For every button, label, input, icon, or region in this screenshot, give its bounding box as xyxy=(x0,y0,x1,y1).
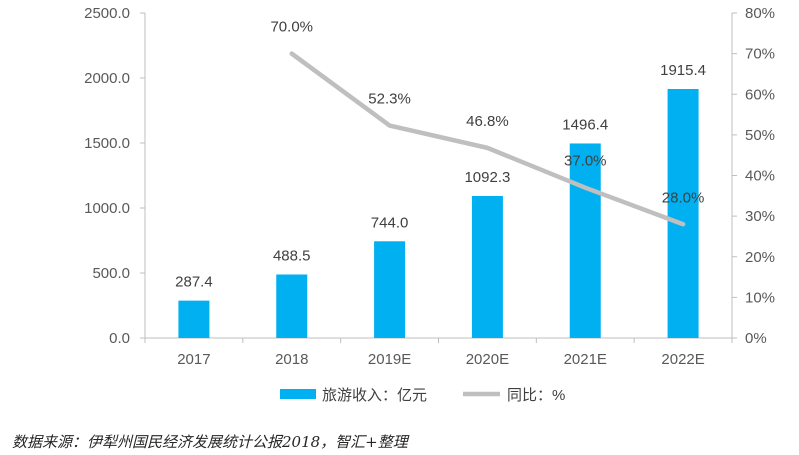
line-data-label: 46.8% xyxy=(466,113,509,130)
line-data-label: 28.0% xyxy=(662,189,705,206)
x-tick-label: 2018 xyxy=(275,351,308,368)
left-tick-label: 500.0 xyxy=(92,265,130,282)
right-tick-label: 70% xyxy=(745,46,775,63)
right-tick-label: 50% xyxy=(745,127,775,144)
line-data-label: 70.0% xyxy=(270,19,313,36)
right-tick-label: 40% xyxy=(745,168,775,185)
bar xyxy=(374,241,406,338)
line-data-label: 52.3% xyxy=(368,91,411,108)
bar xyxy=(667,88,699,338)
right-tick-label: 10% xyxy=(745,289,775,306)
bar xyxy=(276,274,308,338)
bar-data-label: 1092.3 xyxy=(464,169,510,186)
source-note: 数据来源：伊犁州国民经济发展统计公报2018，智汇+整理 xyxy=(12,433,408,451)
left-tick-label: 2500.0 xyxy=(84,5,130,22)
legend-bar-swatch xyxy=(280,389,316,399)
left-tick-label: 1500.0 xyxy=(84,135,130,152)
bar-data-label: 1496.4 xyxy=(562,116,608,133)
legend-bar-label: 旅游收入：亿元 xyxy=(322,387,427,404)
bar xyxy=(471,196,503,338)
left-tick-label: 2000.0 xyxy=(84,70,130,87)
right-tick-label: 80% xyxy=(745,5,775,22)
bar-data-label: 488.5 xyxy=(273,247,311,264)
left-tick-label: 1000.0 xyxy=(84,200,130,217)
legend-line-label: 同比：% xyxy=(507,387,565,404)
bar xyxy=(569,143,601,338)
bar-data-label: 1915.4 xyxy=(660,62,706,79)
line-data-label: 37.0% xyxy=(564,153,607,170)
left-tick-label: 0.0 xyxy=(109,330,130,347)
bar xyxy=(178,300,210,338)
bar-data-label: 744.0 xyxy=(371,214,409,231)
right-tick-label: 60% xyxy=(745,86,775,103)
bar-data-label: 287.4 xyxy=(175,274,213,291)
x-tick-label: 2022E xyxy=(661,351,704,368)
right-tick-label: 30% xyxy=(745,208,775,225)
x-tick-label: 2020E xyxy=(466,351,509,368)
right-tick-label: 20% xyxy=(745,249,775,266)
x-tick-label: 2019E xyxy=(368,351,411,368)
x-tick-label: 2021E xyxy=(564,351,607,368)
x-tick-label: 2017 xyxy=(177,351,210,368)
growth-line xyxy=(289,51,686,227)
right-tick-label: 0% xyxy=(745,330,767,347)
